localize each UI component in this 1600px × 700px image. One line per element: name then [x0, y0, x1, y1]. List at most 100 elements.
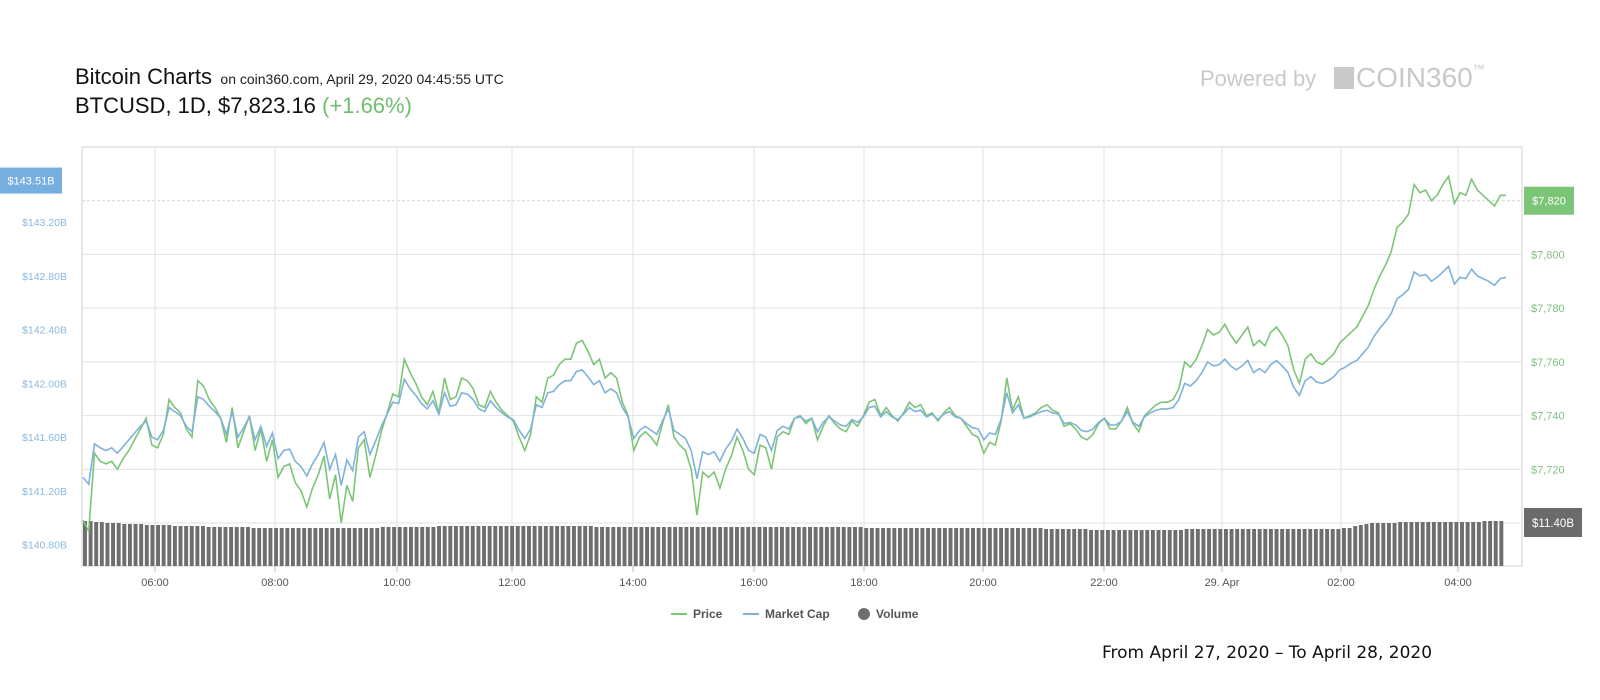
volume-bar — [1150, 530, 1155, 566]
volume-bar — [779, 527, 784, 566]
volume-bar — [959, 528, 964, 566]
volume-bar — [808, 527, 812, 566]
volume-bar — [1004, 528, 1009, 566]
x-tick-label: 22:00 — [1090, 577, 1118, 589]
volume-bar — [897, 528, 902, 566]
volume-bar — [274, 528, 279, 566]
volume-bar — [667, 527, 672, 566]
volume-bar — [510, 526, 515, 566]
volume-bar — [1252, 529, 1257, 566]
price-line — [82, 174, 1506, 534]
volume-bar — [633, 527, 638, 566]
volume-bar — [1190, 529, 1195, 566]
volume-bar — [1431, 522, 1436, 566]
volume-bar — [543, 526, 548, 566]
volume-bar — [1184, 529, 1189, 566]
volume-bar — [1212, 529, 1217, 566]
volume-bar — [684, 527, 689, 566]
volume-bar — [909, 528, 914, 566]
volume-bar — [1016, 528, 1020, 566]
volume-bar — [1403, 522, 1408, 566]
plot-frame — [81, 146, 1523, 567]
volume-bar — [504, 526, 509, 566]
volume-bar — [734, 527, 739, 566]
volume-bar — [122, 524, 127, 566]
volume-bar — [1476, 522, 1481, 566]
volume-bar — [1488, 521, 1493, 566]
volume-bar — [718, 527, 723, 566]
volume-bar — [1415, 522, 1419, 566]
volume-bar — [476, 526, 481, 566]
volume-bar — [1381, 523, 1386, 566]
volume-bar — [487, 526, 492, 566]
volume-bar — [1460, 522, 1464, 566]
coin360-logo-icon — [1334, 67, 1354, 89]
volume-bar — [234, 527, 239, 566]
volume-bar — [352, 528, 357, 566]
volume-bar — [1364, 524, 1369, 566]
volume-bar — [1308, 529, 1313, 566]
axis-badges: $143.51B $7,820 $11.40B — [0, 167, 1582, 537]
volume-bar — [392, 527, 397, 566]
volume-bar — [369, 528, 374, 566]
volume-bar — [954, 528, 959, 566]
volume-bar — [262, 528, 267, 566]
volume-bar — [999, 528, 1004, 566]
volume-bar — [1207, 529, 1212, 566]
price-current-label: $7,820 — [1532, 196, 1566, 208]
volume-bar — [167, 525, 172, 566]
volume-bar — [313, 528, 318, 566]
volume-bar — [133, 524, 138, 566]
volume-bar — [532, 526, 537, 566]
volume-bar — [757, 527, 762, 566]
volume-bar — [189, 526, 194, 566]
volume-bar — [1044, 529, 1049, 566]
volume-bar — [178, 526, 183, 566]
legend-volume-swatch — [858, 608, 870, 620]
volume-bar — [515, 526, 520, 566]
volume-bar — [886, 528, 891, 566]
x-tick-label: 10:00 — [383, 577, 411, 589]
volume-bar — [1325, 529, 1330, 566]
legend-volume-label: Volume — [876, 607, 919, 621]
volume-bar — [1330, 529, 1335, 566]
volume-bar — [246, 527, 250, 566]
volume-bar — [1448, 522, 1453, 566]
price-change: (+1.66%) — [322, 93, 412, 118]
right-tick-label: $7,800 — [1531, 249, 1565, 261]
market-cap-current-label: $143.51B — [7, 176, 54, 188]
volume-bar — [555, 526, 560, 566]
volume-bar — [1072, 529, 1077, 566]
volume-bar — [150, 525, 155, 566]
volume-bar — [645, 527, 649, 566]
volume-bar — [1482, 521, 1487, 566]
volume-bar — [1128, 530, 1133, 566]
volume-bar — [942, 528, 947, 566]
volume-bar — [853, 527, 857, 566]
volume-bar — [279, 528, 284, 566]
volume-bar — [1375, 523, 1380, 566]
volume-bar — [931, 528, 936, 566]
volume-bar — [560, 526, 565, 566]
volume-bar — [1111, 530, 1116, 566]
volume-bar — [358, 528, 363, 566]
bitcoin-chart[interactable]: $143.20B $142.80B $142.40B $142.00B $141.60B… — [0, 0, 1600, 640]
volume-bar — [1077, 529, 1082, 566]
volume-bar — [1162, 530, 1167, 566]
volume-bar — [1302, 529, 1307, 566]
volume-bar — [993, 528, 998, 566]
x-tick-label: 29. Apr — [1205, 577, 1240, 589]
volume-bar — [482, 526, 486, 566]
volume-bar — [217, 527, 222, 566]
volume-bar — [1235, 529, 1240, 566]
volume-bar — [881, 528, 886, 566]
coin360-logo[interactable]: COIN360™ — [1334, 62, 1485, 94]
volume-bar — [1291, 529, 1296, 566]
price-row: BTCUSD, 1D, $7,823.16 (+1.66%) — [75, 93, 412, 119]
volume-bar — [290, 528, 295, 566]
right-tick-label: $7,740 — [1531, 411, 1565, 423]
volume-bar — [701, 527, 706, 566]
volume-bar — [785, 527, 790, 566]
volume-bar — [577, 526, 582, 566]
legend[interactable]: Price Market Cap Volume — [671, 607, 919, 621]
